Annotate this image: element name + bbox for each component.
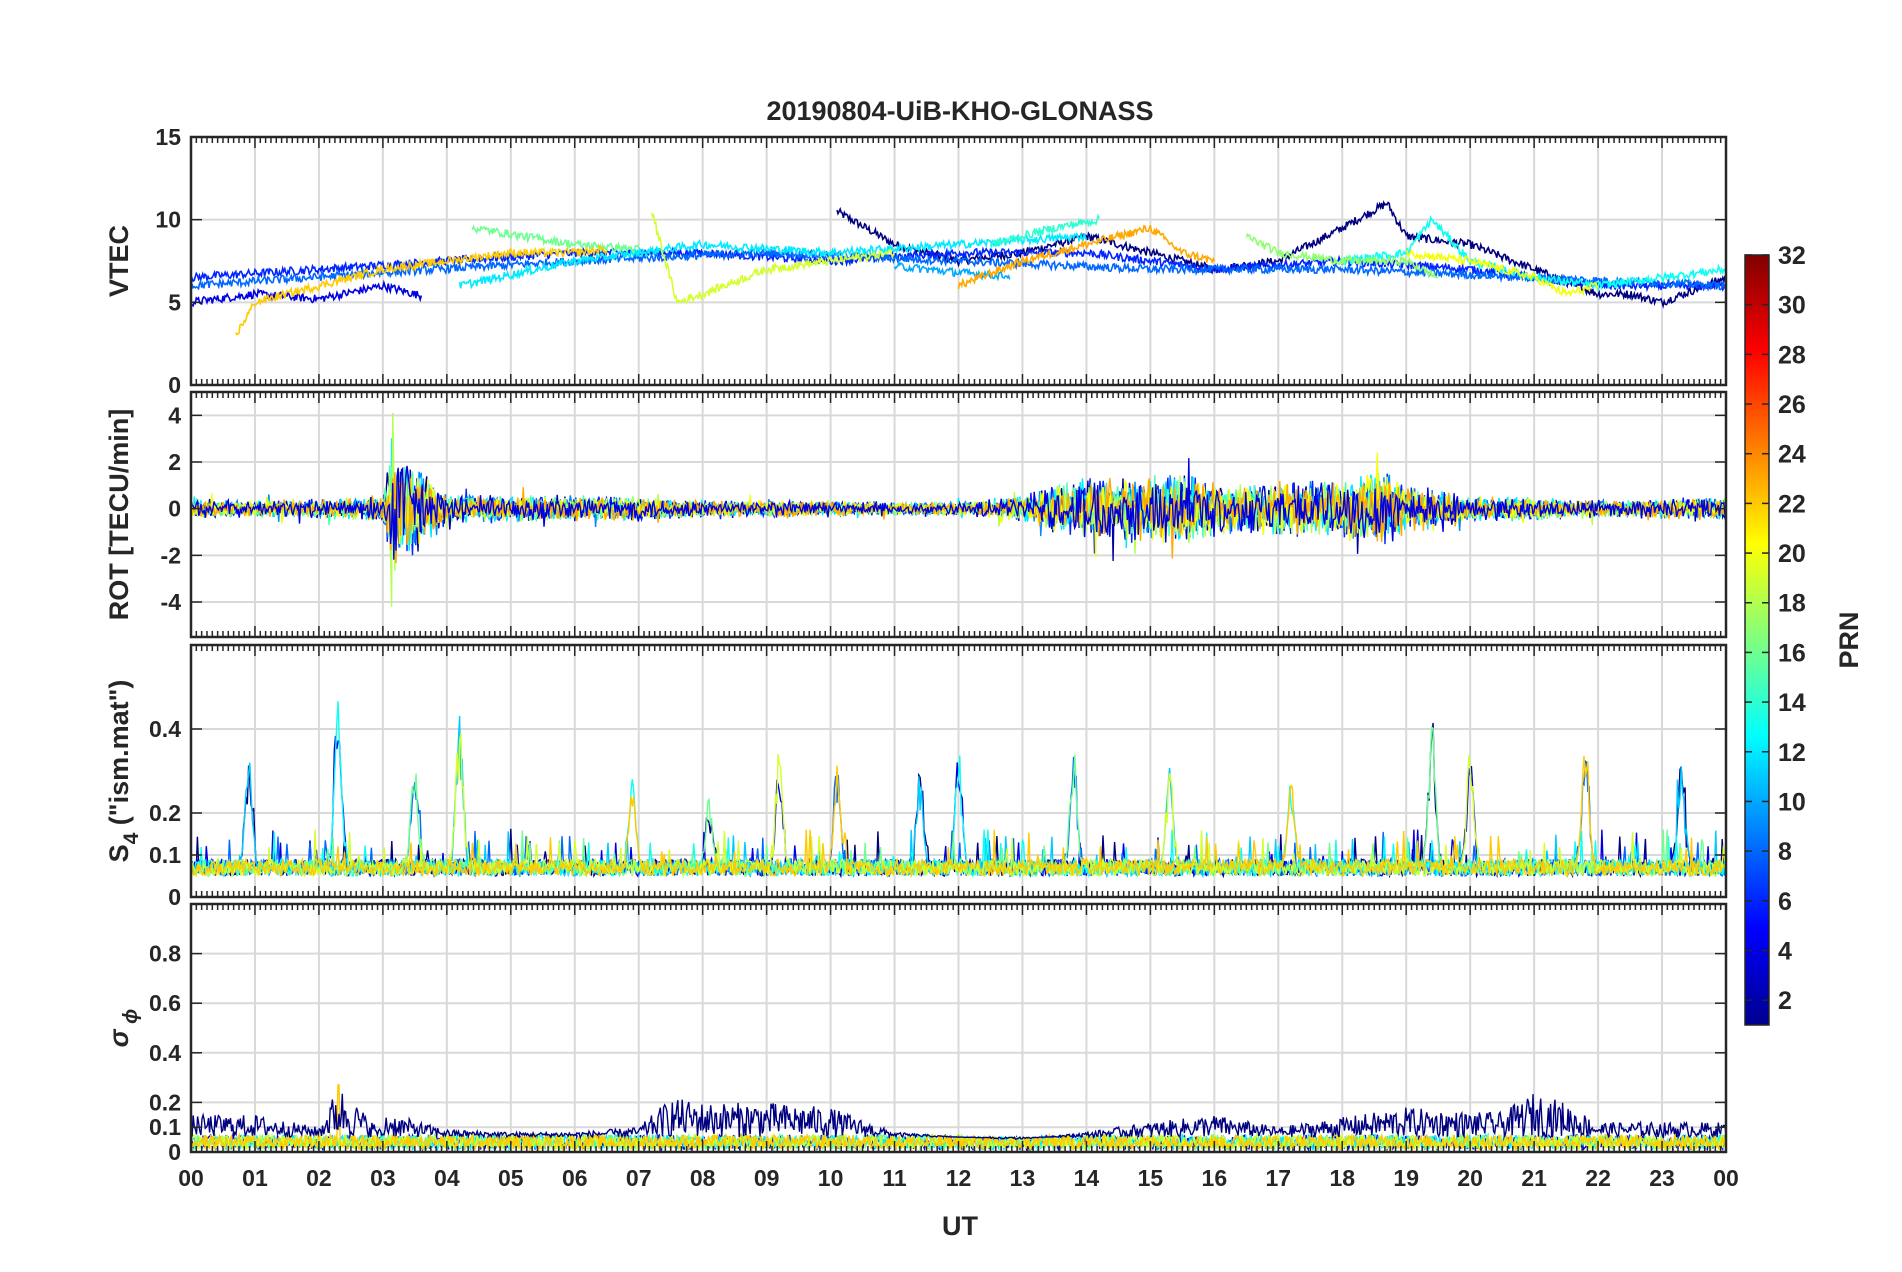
- y-tick-label: 2: [168, 449, 181, 475]
- x-tick-label: 08: [690, 1165, 716, 1191]
- s4-series-prn-22: [191, 755, 1726, 879]
- y-tick-label: 0.2: [149, 800, 181, 826]
- x-tick-label: 07: [626, 1165, 652, 1191]
- x-tick-label: 05: [498, 1165, 524, 1191]
- colorbar-tick-label: 4: [1778, 937, 1792, 965]
- vtec-series-prn-4: [191, 279, 423, 308]
- panel-data: [191, 200, 1726, 336]
- colorbar-tick-label: 12: [1778, 739, 1806, 767]
- vtec-series-prn-19: [650, 212, 895, 305]
- colorbar-tick-label: 28: [1778, 341, 1806, 369]
- panel-4: 00.10.2 0.4 0.6 0.8 σ ϕ: [104, 902, 1728, 1165]
- vtec-series-prn-6: [191, 245, 1726, 293]
- x-tick-label: 04: [434, 1165, 460, 1191]
- y-tick-label: 0: [168, 496, 181, 522]
- y-tick-label: 0: [168, 1139, 181, 1165]
- y-tick-label: -4: [161, 589, 182, 615]
- y-tick-label: 0: [168, 884, 181, 910]
- x-tick-label: 06: [562, 1165, 588, 1191]
- x-tick-label: 02: [306, 1165, 332, 1191]
- colorbar-label: PRN: [1834, 611, 1864, 668]
- chart-title: 20190804-UiB-KHO-GLONASS: [766, 96, 1153, 126]
- y-axis-label: S4 ("ism.mat"): [104, 680, 143, 863]
- panel-data: [191, 412, 1726, 607]
- vtec-series-prn-17: [1245, 232, 1439, 279]
- x-tick-label: 14: [1074, 1165, 1100, 1191]
- colorbar-tick-label: 10: [1778, 788, 1806, 816]
- x-tick-label: 18: [1329, 1165, 1355, 1191]
- x-tick-label: 09: [754, 1165, 780, 1191]
- panel-2: -4 -2 0 2 4 ROT [TECU/min]: [104, 390, 1728, 639]
- colorbar-gradient: [1744, 254, 1770, 1026]
- x-tick-label: 11: [882, 1165, 907, 1191]
- colorbar-tick-label: 18: [1778, 590, 1806, 618]
- y-tick-label: 0.8: [149, 941, 181, 967]
- vtec-series-prn-22: [235, 244, 608, 336]
- panel-1: 0 5 10 15 VTEC: [104, 124, 1728, 398]
- x-tick-label: 12: [946, 1165, 972, 1191]
- y-tick-label: 0.4: [149, 1040, 181, 1066]
- vtec-series-prn-12: [458, 231, 1088, 290]
- colorbar-tick-label: 2: [1778, 987, 1792, 1015]
- x-tick-label: 16: [1202, 1165, 1228, 1191]
- y-tick-label: 0: [168, 372, 181, 398]
- x-tick-label: 13: [1010, 1165, 1036, 1191]
- vtec-series-prn-20: [1405, 248, 1599, 298]
- y-tick-label: 4: [168, 402, 181, 428]
- y-tick-label: 0.2: [149, 1089, 181, 1115]
- x-tick-label: 23: [1649, 1165, 1675, 1191]
- x-tick-label: 10: [818, 1165, 844, 1191]
- y-tick-label: 0.1: [149, 842, 181, 868]
- y-axis-label: σ ϕ: [104, 1009, 142, 1048]
- x-tick-label: 15: [1138, 1165, 1164, 1191]
- x-axis-label: UT: [942, 1211, 978, 1241]
- x-tick-label: 22: [1585, 1165, 1611, 1191]
- x-tick-label: 00: [1713, 1165, 1739, 1191]
- y-axis-label: ROT [TECU/min]: [104, 409, 134, 620]
- colorbar-tick-label: 6: [1778, 888, 1792, 916]
- y-tick-label: 15: [155, 124, 181, 150]
- vtec-series-prn-16: [471, 224, 640, 255]
- colorbar-tick-label: 8: [1778, 838, 1792, 866]
- y-axis-label: VTEC: [104, 225, 134, 297]
- colorbar-tick-label: 22: [1778, 490, 1806, 518]
- colorbar-tick-label: 30: [1778, 292, 1806, 320]
- sigma-series-prn-1: [191, 1093, 1726, 1141]
- y-tick-label: 0.4: [149, 716, 181, 742]
- x-tick-label: 20: [1457, 1165, 1483, 1191]
- vtec-series-prn-8: [191, 247, 1726, 291]
- panel-3: 0 0.1 0.2 0.4S4 ("ism.mat"): [104, 643, 1728, 910]
- y-tick-label: 10: [155, 207, 181, 233]
- y-tick-label: -2: [161, 542, 181, 568]
- y-tick-label: 5: [168, 289, 181, 315]
- y-tick-label: 0.6: [149, 990, 181, 1016]
- x-tick-label: 19: [1393, 1165, 1419, 1191]
- vtec-series-prn-10: [893, 259, 1011, 282]
- colorbar-tick-label: 24: [1778, 441, 1806, 469]
- colorbar-tick-label: 20: [1778, 540, 1806, 568]
- y-tick-label: 0.1: [149, 1114, 181, 1140]
- colorbar-tick-label: 32: [1778, 242, 1806, 270]
- colorbar-tick-label: 26: [1778, 391, 1806, 419]
- x-tick-label: 01: [242, 1165, 268, 1191]
- x-tick-label: 03: [370, 1165, 396, 1191]
- x-tick-labels: 00 01 02 03 04 05 06 07 08 09 10 11 12 13 14 15 16 17 18 19…: [178, 1165, 1739, 1191]
- rot-series-prn-4: [191, 458, 1726, 560]
- panel-data: [191, 701, 1726, 879]
- vtec-series-prn-23: [957, 224, 1216, 290]
- x-tick-label: 00: [178, 1165, 204, 1191]
- x-tick-label: 21: [1521, 1165, 1547, 1191]
- colorbar-tick-label: 16: [1778, 639, 1806, 667]
- x-tick-label: 17: [1265, 1165, 1291, 1191]
- vtec-series-prn-14: [989, 213, 1100, 250]
- colorbar-tick-label: 14: [1778, 689, 1806, 717]
